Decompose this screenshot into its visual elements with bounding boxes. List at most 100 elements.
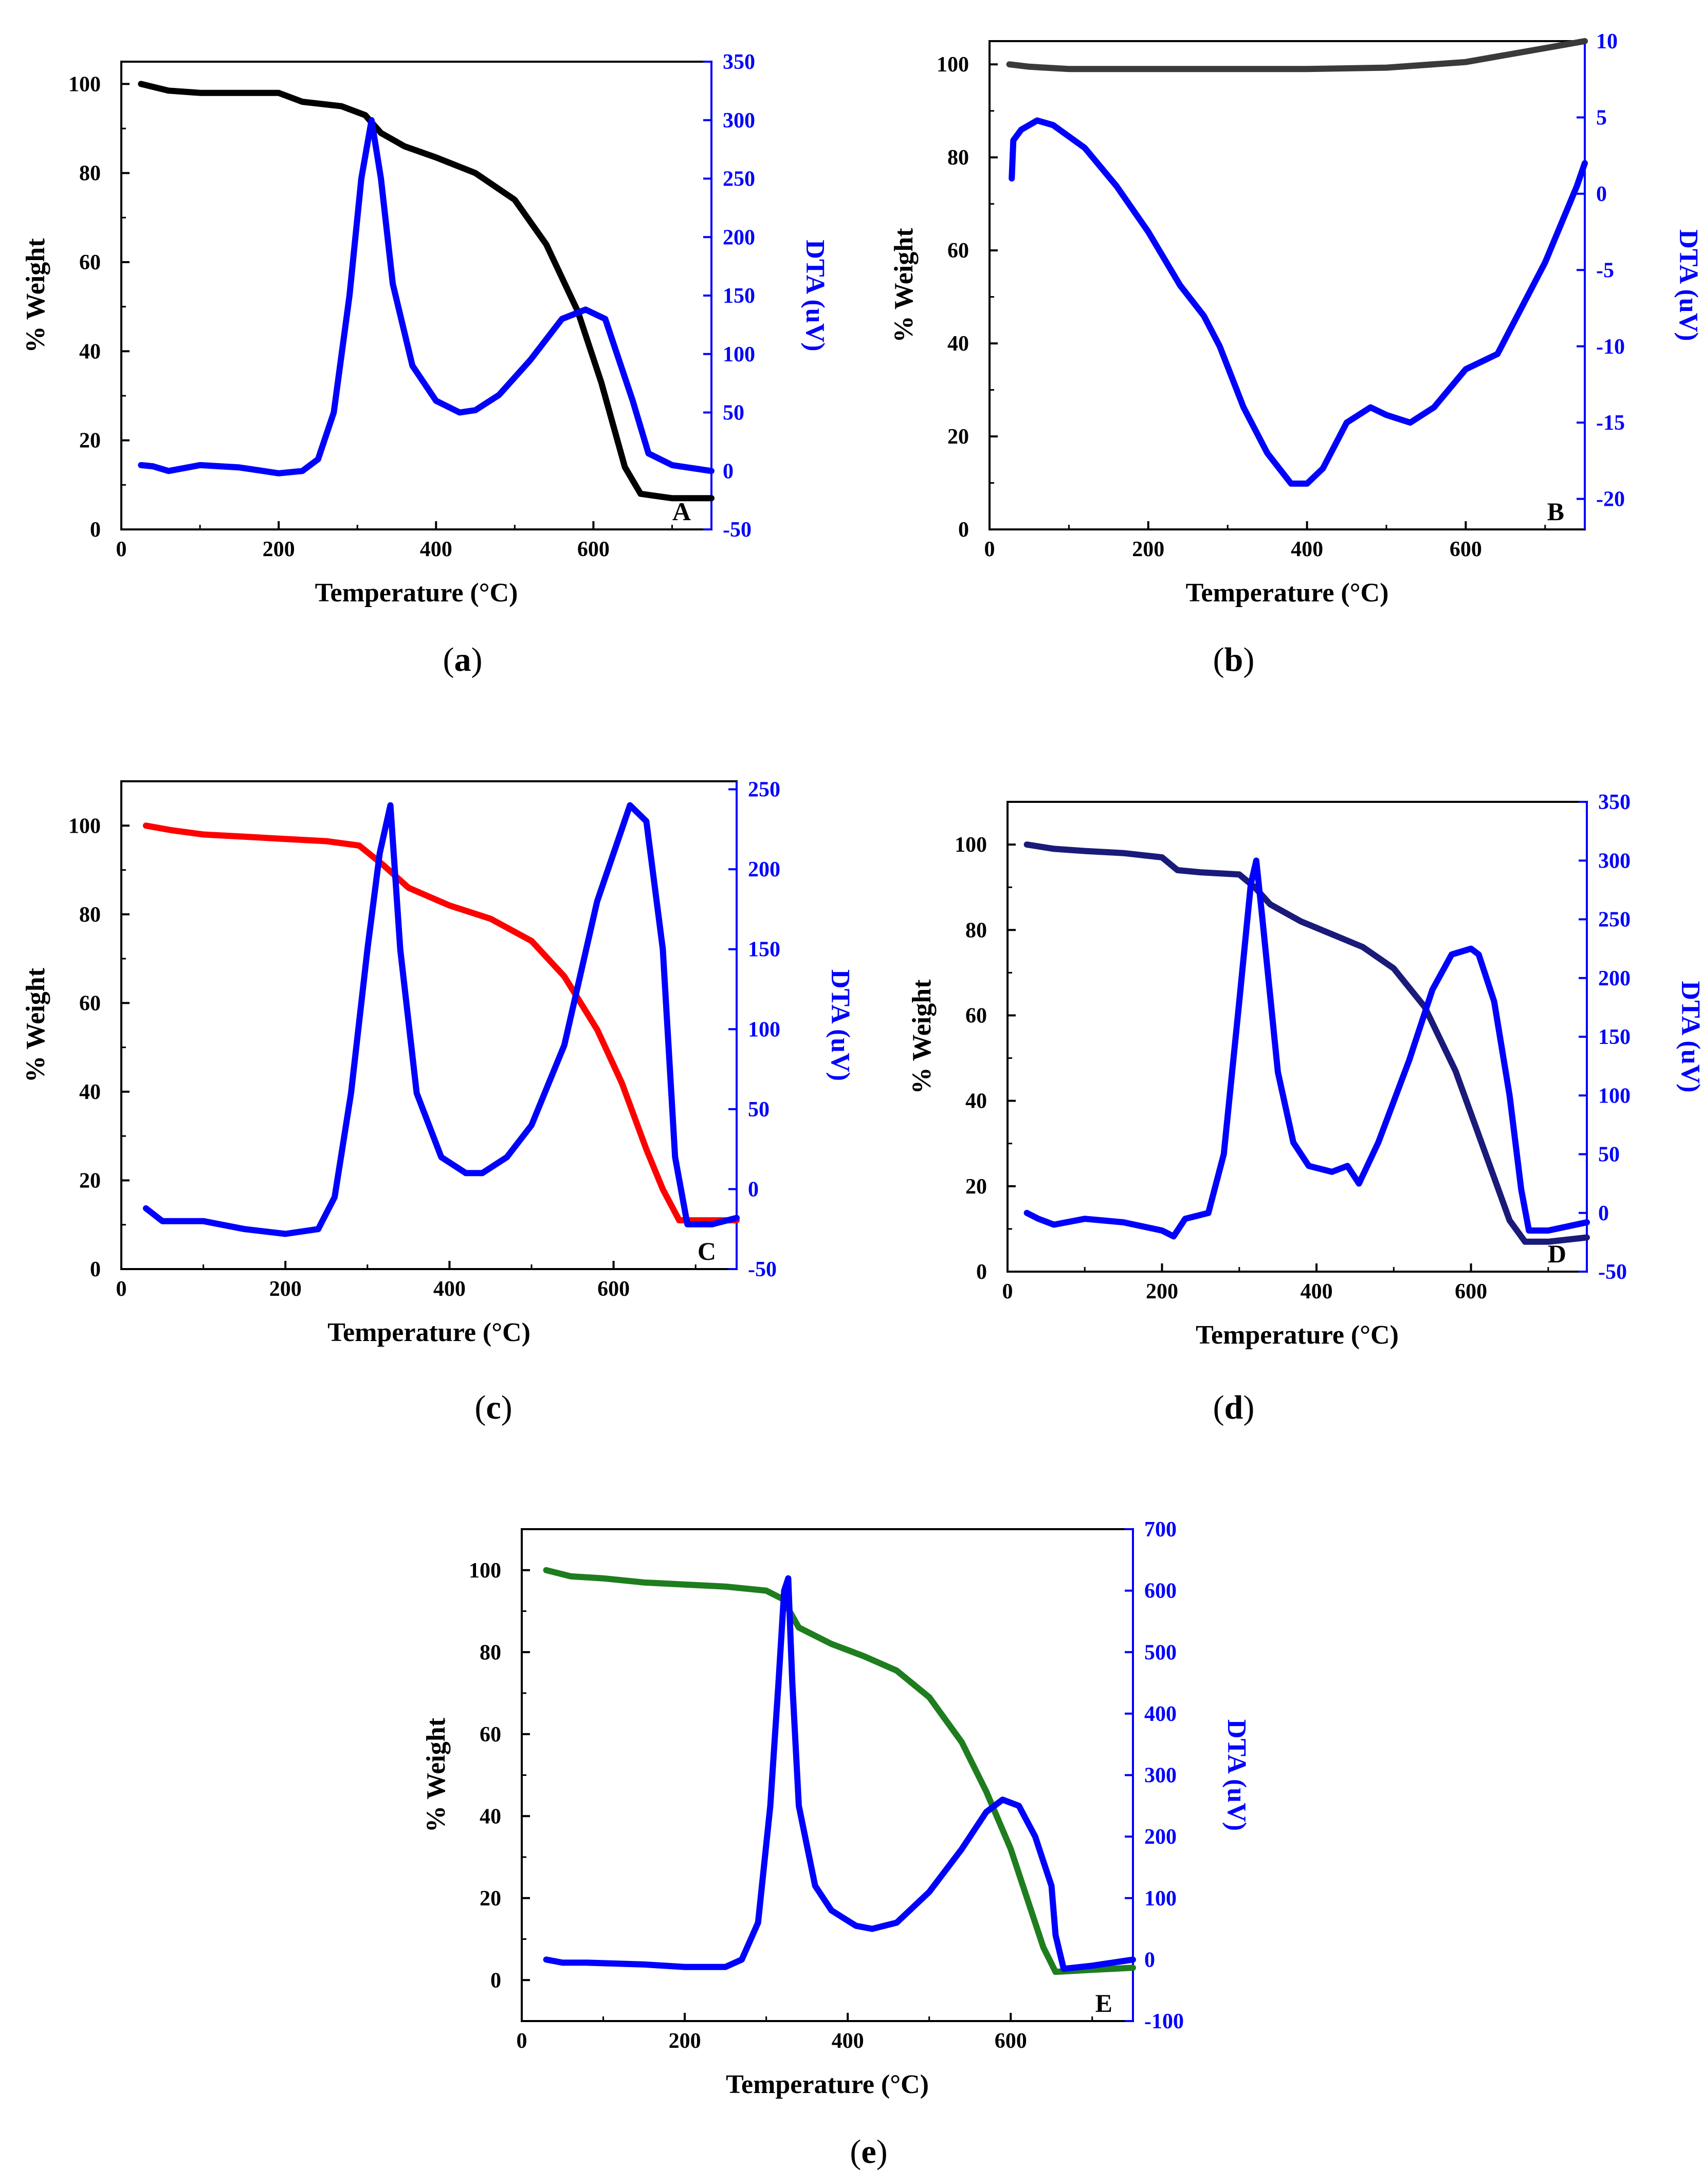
series-line-tga xyxy=(138,81,715,502)
y-right-tick-label: 150 xyxy=(723,284,755,308)
y-right-tick-label: -50 xyxy=(1598,1260,1627,1284)
x-tick-label: 400 xyxy=(420,538,452,561)
y-right-tick-label: 300 xyxy=(1144,1764,1177,1788)
y-left-tick-label: 60 xyxy=(947,239,969,263)
y-right-tick-label: 0 xyxy=(748,1178,759,1201)
y-right-tick-label: 100 xyxy=(1598,1084,1631,1108)
y-left-tick-label: 40 xyxy=(79,1080,101,1104)
panel-caption: (a) xyxy=(443,641,483,678)
series-line-dta xyxy=(543,1575,1136,1972)
series-line-dta xyxy=(142,802,740,1237)
panel-caption: (d) xyxy=(1213,1389,1255,1426)
x-tick-label: 0 xyxy=(1002,1280,1013,1304)
y-left-tick-label: 40 xyxy=(965,1090,987,1113)
y-left-tick-label: 20 xyxy=(480,1887,501,1911)
y-right-tick-label: 200 xyxy=(1144,1825,1177,1849)
y-left-tick-label: 100 xyxy=(937,53,969,77)
y-right-tick-label: 700 xyxy=(1144,1518,1177,1541)
y-right-tick-label: -20 xyxy=(1596,488,1625,511)
y-left-tick-label: 20 xyxy=(947,425,969,449)
y-right-tick-label: 0 xyxy=(1598,1202,1609,1225)
y-left-tick-label: 0 xyxy=(958,518,969,542)
y-right-tick-label: 50 xyxy=(1598,1143,1620,1167)
panel-caption-letter: e xyxy=(861,2133,876,2171)
chart-panel-c: 0 200 400 600 0 20 40 60 80 100 -50 0 50 100 150 200 250… xyxy=(21,778,855,1426)
y-right-tick-label: -10 xyxy=(1596,335,1625,359)
y-right-tick-label: 0 xyxy=(1144,1948,1155,1972)
series-line-dta xyxy=(138,117,715,476)
x-tick-label: 200 xyxy=(263,538,295,561)
x-tick-label: 0 xyxy=(116,1277,127,1301)
y-left-tick-label: 0 xyxy=(976,1260,987,1284)
series-line-dta xyxy=(1023,857,1590,1240)
panel-caption-letter: b xyxy=(1224,641,1243,678)
y-right-axis-title: DTA (uV) xyxy=(800,240,830,351)
y-left-tick-label: 80 xyxy=(480,1641,501,1664)
chart-panel-e: 0 200 400 600 0 20 40 60 80 100 -100 0 100 200 300 400 5… xyxy=(422,1518,1251,2171)
y-left-axis-title: % Weight xyxy=(907,979,937,1094)
y-right-tick-label: 250 xyxy=(1598,908,1631,932)
x-tick-label: 200 xyxy=(1132,538,1164,561)
series-line-tga xyxy=(543,1567,1136,1975)
panel-letter: B xyxy=(1547,497,1564,526)
y-right-tick-label: 300 xyxy=(723,109,755,133)
x-axis-title: Temperature (°C) xyxy=(327,1318,530,1347)
y-right-tick-label: 10 xyxy=(1596,30,1618,53)
panel-caption-letter: a xyxy=(454,641,471,678)
y-right-tick-label: 300 xyxy=(1598,849,1631,873)
series-line-tga xyxy=(1006,38,1588,72)
y-left-tick-label: 0 xyxy=(490,1969,501,1992)
y-right-tick-label: 100 xyxy=(723,343,755,366)
x-tick-label: 600 xyxy=(1450,538,1482,561)
series-line-tga xyxy=(142,822,740,1224)
y-right-tick-label: 250 xyxy=(723,168,755,191)
x-axis-title: Temperature (°C) xyxy=(1196,1320,1399,1350)
chart-panel-d: 0 200 400 600 0 20 40 60 80 100 -50 0 50 100 150 200 250… xyxy=(907,791,1702,1426)
series-line-tga xyxy=(1023,841,1590,1245)
x-axis-title: Temperature (°C) xyxy=(1186,578,1389,608)
x-tick-label: 600 xyxy=(995,2029,1027,2053)
series-line-dta xyxy=(1009,117,1588,487)
y-right-tick-label: -100 xyxy=(1144,2010,1184,2033)
y-right-tick-label: 600 xyxy=(1144,1580,1177,1603)
y-left-tick-label: 80 xyxy=(965,919,987,942)
y-right-tick-label: 500 xyxy=(1144,1641,1177,1664)
y-left-tick-label: 0 xyxy=(90,1258,101,1281)
x-axis-title: Temperature (°C) xyxy=(315,578,518,608)
y-left-tick-label: 80 xyxy=(79,903,101,927)
y-right-tick-label: 150 xyxy=(748,938,780,962)
y-right-tick-label: 200 xyxy=(748,858,780,882)
y-right-tick-label: -15 xyxy=(1596,411,1625,435)
panel-caption-letter: d xyxy=(1224,1389,1243,1426)
panel-letter: C xyxy=(698,1237,716,1265)
y-left-tick-label: 80 xyxy=(947,146,969,170)
panel-caption: (b) xyxy=(1213,641,1255,678)
y-left-tick-label: 80 xyxy=(79,162,101,186)
x-tick-label: 400 xyxy=(832,2029,864,2053)
y-left-tick-label: 100 xyxy=(955,833,987,857)
x-tick-label: 200 xyxy=(669,2029,701,2053)
y-left-tick-label: 20 xyxy=(965,1175,987,1199)
y-right-tick-label: 50 xyxy=(723,401,744,425)
y-left-axis-title: % Weight xyxy=(21,238,50,353)
y-right-tick-label: 50 xyxy=(748,1098,770,1122)
chart-panel-b: 0 200 400 600 0 20 40 60 80 100 -20 -15 -10 -5 0 5 10 Tem… xyxy=(889,30,1702,678)
x-tick-label: 600 xyxy=(577,538,610,561)
y-left-axis-title: % Weight xyxy=(422,1717,451,1832)
y-right-axis-title: DTA (uV) xyxy=(1676,981,1702,1092)
panel-letter: A xyxy=(672,497,691,526)
y-right-tick-label: 0 xyxy=(723,460,734,483)
y-right-tick-label: 350 xyxy=(723,50,755,74)
y-right-tick-label: 250 xyxy=(748,778,780,802)
y-left-tick-label: 60 xyxy=(79,992,101,1015)
y-left-tick-label: 0 xyxy=(90,518,101,542)
y-right-tick-label: 100 xyxy=(1144,1887,1177,1911)
y-right-tick-label: 200 xyxy=(1598,967,1631,990)
x-tick-label: 0 xyxy=(116,538,127,561)
y-left-tick-label: 20 xyxy=(79,429,101,453)
y-right-tick-label: -50 xyxy=(723,518,752,542)
x-tick-label: 200 xyxy=(269,1277,302,1301)
y-left-tick-label: 60 xyxy=(965,1004,987,1027)
y-left-tick-label: 20 xyxy=(79,1169,101,1192)
